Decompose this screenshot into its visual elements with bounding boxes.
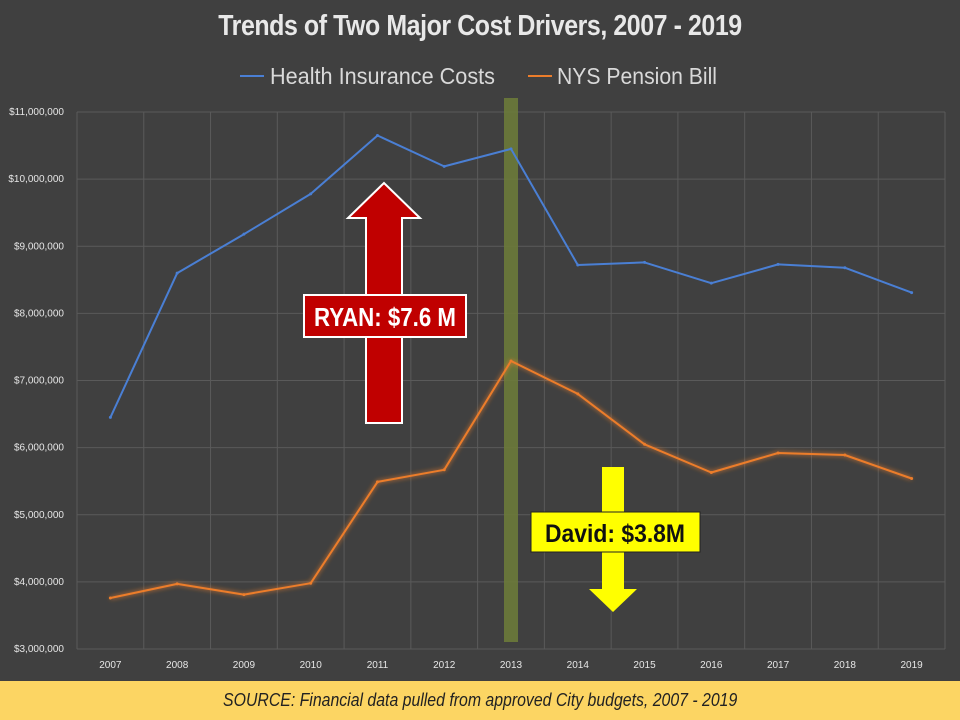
callout-down-arrow: David: $3.8M <box>530 467 701 612</box>
y-tick-label: $8,000,000 <box>14 308 64 319</box>
line-chart: Health Insurance Costs NYS Pension Bill $… <box>8 63 946 671</box>
x-tick-label: 2009 <box>233 660 256 671</box>
x-tick-label: 2014 <box>567 660 590 671</box>
data-point <box>375 480 379 484</box>
data-point <box>843 266 847 270</box>
y-tick-label: $4,000,000 <box>14 577 64 588</box>
x-tick-label: 2017 <box>767 660 790 671</box>
callout-box <box>303 294 467 338</box>
x-tick-label: 2015 <box>633 660 656 671</box>
series-0 <box>108 133 914 419</box>
y-tick-label: $11,000,000 <box>9 107 64 118</box>
y-tick-label: $10,000,000 <box>8 174 64 185</box>
data-point <box>776 451 780 455</box>
data-point <box>576 263 580 267</box>
y-tick-label: $6,000,000 <box>14 443 64 454</box>
series-layer <box>108 133 914 600</box>
data-point <box>442 468 446 472</box>
y-tick-label: $3,000,000 <box>14 644 64 655</box>
x-tick-label: 2007 <box>99 660 122 671</box>
x-tick-label: 2012 <box>433 660 456 671</box>
data-point <box>242 593 246 597</box>
y-axis: $3,000,000 $4,000,000 $5,000,000 $6,000,000… <box>8 107 64 655</box>
y-tick-label: $5,000,000 <box>14 510 64 521</box>
data-point <box>643 442 647 446</box>
data-point <box>509 147 513 151</box>
data-point <box>709 470 713 474</box>
data-point <box>843 453 847 457</box>
data-point <box>242 232 246 236</box>
data-point <box>576 392 580 396</box>
data-point <box>709 281 713 285</box>
legend: Health Insurance Costs NYS Pension Bill <box>240 63 717 89</box>
data-point <box>910 291 914 295</box>
x-tick-label: 2016 <box>700 660 723 671</box>
x-tick-label: 2013 <box>500 660 523 671</box>
callout-box <box>530 511 701 553</box>
callout-label: RYAN: $7.6 M <box>314 302 456 332</box>
source-text: SOURCE: Financial data pulled from appro… <box>222 690 738 710</box>
x-tick-label: 2010 <box>300 660 323 671</box>
data-point <box>108 415 112 419</box>
data-point <box>442 164 446 168</box>
data-point <box>108 596 112 600</box>
x-tick-label: 2008 <box>166 660 189 671</box>
legend-label: Health Insurance Costs <box>270 63 495 89</box>
data-point <box>175 271 179 275</box>
data-point <box>375 133 379 137</box>
callout-up-arrow: RYAN: $7.6 M <box>303 181 467 424</box>
chart-title: Trends of Two Major Cost Drivers, 2007 -… <box>218 10 742 42</box>
x-tick-label: 2011 <box>367 660 389 671</box>
source-bar: SOURCE: Financial data pulled from appro… <box>0 681 960 720</box>
data-point <box>175 582 179 586</box>
data-point <box>910 477 914 481</box>
data-point <box>509 359 513 363</box>
data-point <box>643 260 647 264</box>
series-1 <box>108 359 914 600</box>
y-tick-label: $7,000,000 <box>14 376 64 387</box>
y-tick-label: $9,000,000 <box>14 241 64 252</box>
highlight-band-2013 <box>504 98 518 642</box>
data-point <box>776 262 780 266</box>
data-point <box>309 192 313 196</box>
callout-label: David: $3.8M <box>545 520 685 548</box>
x-tick-label: 2019 <box>900 660 923 671</box>
x-axis: 2007 2008 2009 2010 2011 2012 2013 2014 2015 2016… <box>99 660 923 671</box>
callouts: RYAN: $7.6 M David: $3.8M <box>303 181 701 612</box>
legend-label: NYS Pension Bill <box>557 63 717 89</box>
data-point <box>309 581 313 585</box>
x-tick-label: 2018 <box>834 660 857 671</box>
